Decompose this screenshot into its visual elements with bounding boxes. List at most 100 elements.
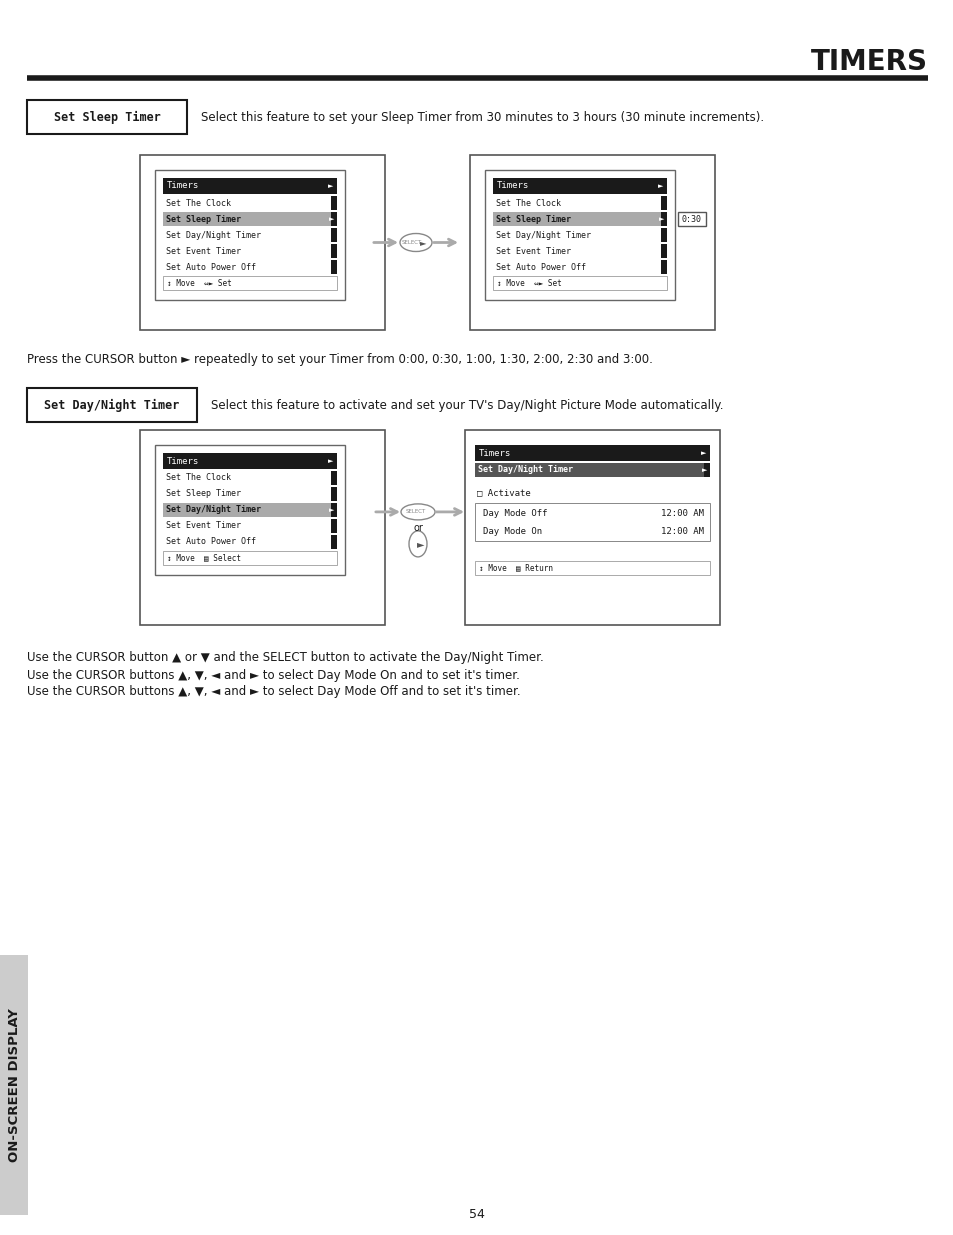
Text: Day Mode Off: Day Mode Off [482,509,547,517]
Text: Set Day/Night Timer: Set Day/Night Timer [166,231,261,240]
Bar [660,261,666,274]
Text: Set Day/Night Timer: Set Day/Night Timer [44,399,179,411]
Bar [475,463,709,477]
Bar [331,519,336,534]
Bar [493,245,666,258]
Text: Set Sleep Timer: Set Sleep Timer [166,215,241,224]
Text: ►: ► [657,183,662,189]
Bar [660,245,666,258]
Bar [484,170,675,300]
Bar [660,228,666,242]
Text: Set Sleep Timer: Set Sleep Timer [166,489,241,499]
Text: ↕ Move  ⇔► Set: ↕ Move ⇔► Set [497,279,561,288]
Bar [331,471,336,485]
Text: Timers: Timers [478,448,511,457]
Bar [163,196,336,210]
Text: Timers: Timers [497,182,529,190]
Bar [493,228,666,242]
Text: Set Day/Night Timer: Set Day/Night Timer [477,466,573,474]
Bar [475,445,709,461]
Bar [331,212,336,226]
Text: 0:30: 0:30 [681,215,701,224]
Text: Set Sleep Timer: Set Sleep Timer [53,110,160,124]
Bar [331,228,336,242]
Bar [163,212,336,226]
Text: Day Mode On: Day Mode On [482,526,541,536]
Text: or: or [413,522,422,532]
Text: SELECT: SELECT [401,240,421,245]
Text: □ Activate: □ Activate [476,489,530,498]
Text: ►: ► [700,450,705,456]
Bar [493,178,666,194]
Bar [660,212,666,226]
Bar [493,212,666,226]
Bar [493,196,666,210]
Text: Set Day/Night Timer: Set Day/Night Timer [496,231,590,240]
Text: Timers: Timers [167,457,199,466]
Bar [464,430,720,625]
Text: 54: 54 [469,1209,484,1221]
Text: Use the CURSOR buttons ▲, ▼, ◄ and ► to select Day Mode Off and to set it's time: Use the CURSOR buttons ▲, ▼, ◄ and ► to … [27,685,520,699]
Text: ↕ Move  ▤ Select: ↕ Move ▤ Select [167,553,241,562]
Text: Select this feature to set your Sleep Timer from 30 minutes to 3 hours (30 minut: Select this feature to set your Sleep Ti… [201,110,763,124]
Text: ↕ Move  ⇔► Set: ↕ Move ⇔► Set [167,279,232,288]
Text: Press the CURSOR button ► repeatedly to set your Timer from 0:00, 0:30, 1:00, 1:: Press the CURSOR button ► repeatedly to … [27,353,652,367]
Bar [163,178,336,194]
Bar [331,503,336,517]
Bar [163,487,336,501]
Text: ►: ► [327,183,333,189]
Text: Set The Clock: Set The Clock [166,199,231,207]
Ellipse shape [409,531,427,557]
Bar [154,170,345,300]
Text: Select this feature to activate and set your TV's Day/Night Picture Mode automat: Select this feature to activate and set … [211,399,722,411]
Text: ►: ► [327,458,333,464]
Bar [163,245,336,258]
Text: Set Sleep Timer: Set Sleep Timer [496,215,571,224]
Bar [163,503,336,517]
Bar [331,245,336,258]
Bar [678,212,705,226]
Bar [163,551,336,564]
Text: Set Auto Power Off: Set Auto Power Off [166,263,255,272]
Bar [331,535,336,550]
Text: ►: ► [700,467,706,473]
Text: Set Event Timer: Set Event Timer [496,247,571,256]
Text: 12:00 AM: 12:00 AM [660,526,703,536]
Bar [703,463,709,477]
Text: Set Auto Power Off: Set Auto Power Off [166,537,255,547]
Bar [493,275,666,290]
Bar [163,261,336,274]
Bar [475,561,709,576]
Bar [163,471,336,485]
Text: ►: ► [328,216,334,222]
Text: ►: ► [416,538,424,548]
Ellipse shape [400,504,435,520]
Bar [163,453,336,469]
Text: ON-SCREEN DISPLAY: ON-SCREEN DISPLAY [8,1008,20,1162]
Text: ►: ► [419,238,426,247]
Bar [154,445,345,576]
Bar [0,955,28,1215]
Bar [140,430,385,625]
Text: ►: ► [328,508,334,513]
Bar [331,487,336,501]
Bar [163,551,336,564]
Text: SELECT: SELECT [405,509,426,515]
Text: Use the CURSOR button ▲ or ▼ and the SELECT button to activate the Day/Night Tim: Use the CURSOR button ▲ or ▼ and the SEL… [27,652,543,664]
Text: Set Event Timer: Set Event Timer [166,247,241,256]
Bar [331,261,336,274]
Text: ↕ Move  ▤ Return: ↕ Move ▤ Return [478,563,553,573]
Text: Set The Clock: Set The Clock [496,199,560,207]
Bar [163,275,336,290]
Bar [470,156,714,330]
Bar [163,228,336,242]
Text: Timers: Timers [167,182,199,190]
Bar [163,275,336,290]
Bar [140,156,385,330]
Ellipse shape [399,233,432,252]
Text: ►: ► [658,216,663,222]
Bar [163,535,336,550]
Bar [163,519,336,534]
Bar [475,503,709,541]
Text: Set The Clock: Set The Clock [166,473,231,483]
